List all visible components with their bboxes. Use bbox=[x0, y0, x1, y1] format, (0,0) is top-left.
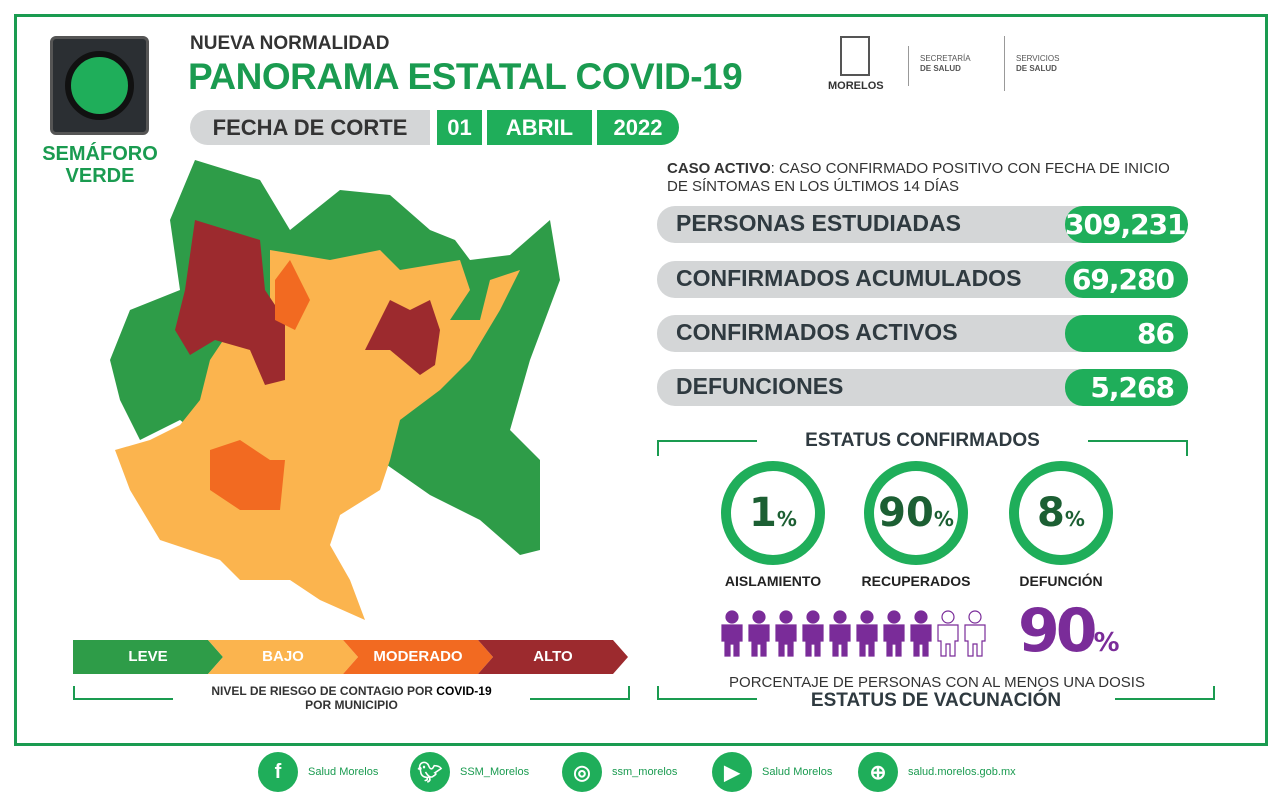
footer-label[interactable]: salud.morelos.gob.mx bbox=[908, 766, 1016, 778]
legend-bajo: BAJO bbox=[208, 640, 358, 674]
vaccination-title: ESTATUS DE VACUNACIÓN bbox=[810, 690, 1062, 711]
stat-value: 309,231 bbox=[1065, 206, 1188, 243]
stat-value: 5,268 bbox=[1065, 369, 1188, 406]
stat-confirmados-activos: CONFIRMADOS ACTIVOS 86 bbox=[657, 315, 1188, 352]
circle-value: 8 bbox=[1037, 490, 1065, 536]
bracket-right bbox=[1088, 440, 1188, 456]
logo-secretaria-2: DE SALUD bbox=[920, 64, 961, 73]
person-filled-icon bbox=[856, 610, 878, 657]
semaforo-line2: VERDE bbox=[65, 165, 135, 187]
stat-label: CONFIRMADOS ACTIVOS bbox=[676, 319, 958, 345]
legend-caption-1: NIVEL DE RIESGO DE CONTAGIO POR bbox=[211, 684, 437, 698]
circle-unit: % bbox=[1064, 507, 1085, 531]
map-region-moderado-2 bbox=[210, 440, 285, 510]
footer-youtube[interactable]: ▶ Salud Morelos bbox=[712, 752, 833, 792]
stat-label: PERSONAS ESTUDIADAS bbox=[676, 210, 961, 236]
map-region-alto-2 bbox=[365, 300, 440, 375]
semaforo-status: SEMÁFORO VERDE bbox=[25, 143, 175, 187]
traffic-light-icon bbox=[50, 36, 149, 135]
logo-servicios-2: DE SALUD bbox=[1016, 64, 1057, 73]
defuncion-circle: 8% bbox=[1009, 461, 1113, 565]
infographic-frame bbox=[14, 14, 1268, 746]
stat-value: 86 bbox=[1065, 315, 1188, 352]
vaccination-people bbox=[720, 610, 987, 657]
person-outline-icon bbox=[964, 610, 986, 657]
vac-unit: % bbox=[1093, 628, 1120, 658]
date-month: ABRIL bbox=[487, 110, 592, 145]
footer-label[interactable]: ssm_morelos bbox=[612, 766, 678, 778]
morelos-risk-map bbox=[110, 160, 560, 620]
legend-alto: ALTO bbox=[478, 640, 628, 674]
logo-secretaria-1: SECRETARÍA bbox=[920, 54, 971, 63]
caso-activo-term: CASO ACTIVO bbox=[667, 160, 771, 177]
aislamiento-circle: 1% bbox=[721, 461, 825, 565]
facebook-icon: f bbox=[258, 752, 298, 792]
stat-label: DEFUNCIONES bbox=[676, 373, 844, 399]
person-filled-icon bbox=[748, 610, 770, 657]
bracket-left bbox=[657, 686, 757, 700]
caso-activo-definition: CASO ACTIVO: CASO CONFIRMADO POSITIVO CO… bbox=[667, 160, 1187, 196]
page-title: PANORAMA ESTATAL COVID-19 bbox=[188, 56, 743, 97]
legend-caption-bold: COVID-19 bbox=[436, 684, 492, 698]
footer-facebook[interactable]: f Salud Morelos bbox=[258, 752, 379, 792]
stat-value: 69,280 bbox=[1065, 261, 1188, 298]
subtitle: NUEVA NORMALIDAD bbox=[190, 33, 390, 54]
map-region-alto-1 bbox=[175, 220, 285, 385]
footer-instagram[interactable]: ◎ ssm_morelos bbox=[562, 752, 678, 792]
legend-caption-2: POR MUNICIPIO bbox=[305, 698, 398, 712]
date-label: FECHA DE CORTE bbox=[190, 110, 430, 145]
legend-moderado: MODERADO bbox=[343, 640, 493, 674]
legend-leve: LEVE bbox=[73, 640, 223, 674]
government-logos: MORELOS SECRETARÍA DE SALUD SERVICIOS DE… bbox=[828, 36, 1068, 94]
bracket-left bbox=[73, 686, 173, 700]
instagram-icon: ◎ bbox=[562, 752, 602, 792]
recuperados-circle: 90% bbox=[864, 461, 968, 565]
estatus-title: ESTATUS CONFIRMADOS bbox=[805, 430, 1040, 451]
person-filled-icon bbox=[829, 610, 851, 657]
web-icon: ⊕ bbox=[858, 752, 898, 792]
vaccination-percent: 90% bbox=[1018, 596, 1120, 666]
youtube-icon: ▶ bbox=[712, 752, 752, 792]
morelos-shield-icon bbox=[840, 36, 870, 76]
caso-activo-text: : CASO CONFIRMADO POSITIVO CON FECHA DE … bbox=[667, 160, 1170, 195]
circle-value: 90 bbox=[878, 490, 934, 536]
legend-caption: NIVEL DE RIESGO DE CONTAGIO POR COVID-19… bbox=[173, 684, 530, 712]
circle-label: DEFUNCIÓN bbox=[1019, 573, 1103, 589]
circle-unit: % bbox=[776, 507, 797, 531]
map-region-moderado-1 bbox=[275, 260, 310, 330]
stat-confirmados-acumulados: CONFIRMADOS ACUMULADOS 69,280 bbox=[657, 261, 1188, 298]
footer-label[interactable]: SSM_Morelos bbox=[460, 766, 530, 778]
logo-servicios-1: SERVICIOS bbox=[1016, 54, 1060, 63]
footer-label[interactable]: Salud Morelos bbox=[308, 766, 379, 778]
twitter-icon: 🐦︎ bbox=[410, 752, 450, 792]
circle-value: 1 bbox=[749, 490, 777, 536]
vac-value: 90 bbox=[1018, 596, 1097, 666]
date-day: 01 bbox=[437, 110, 482, 145]
bracket-right bbox=[530, 686, 630, 700]
circle-label: RECUPERADOS bbox=[861, 573, 971, 589]
person-filled-icon bbox=[883, 610, 905, 657]
stat-label: CONFIRMADOS ACUMULADOS bbox=[676, 265, 1022, 291]
logo-morelos: MORELOS bbox=[828, 80, 884, 92]
stat-personas-estudiadas: PERSONAS ESTUDIADAS 309,231 bbox=[657, 206, 1188, 243]
circle-label: AISLAMIENTO bbox=[724, 573, 822, 589]
person-filled-icon bbox=[910, 610, 932, 657]
person-outline-icon bbox=[937, 610, 959, 657]
date-year: 2022 bbox=[597, 110, 679, 145]
stat-defunciones: DEFUNCIONES 5,268 bbox=[657, 369, 1188, 406]
circle-unit: % bbox=[933, 507, 954, 531]
semaforo-line1: SEMÁFORO bbox=[42, 143, 158, 165]
vaccination-caption: PORCENTAJE DE PERSONAS CON AL MENOS UNA … bbox=[729, 674, 1145, 691]
person-filled-icon bbox=[721, 610, 743, 657]
person-filled-icon bbox=[802, 610, 824, 657]
footer-label[interactable]: Salud Morelos bbox=[762, 766, 833, 778]
bracket-left bbox=[657, 440, 757, 456]
person-filled-icon bbox=[775, 610, 797, 657]
footer-twitter[interactable]: 🐦︎ SSM_Morelos bbox=[410, 752, 530, 792]
footer-website[interactable]: ⊕ salud.morelos.gob.mx bbox=[858, 752, 1016, 792]
bracket-right bbox=[1115, 686, 1215, 700]
